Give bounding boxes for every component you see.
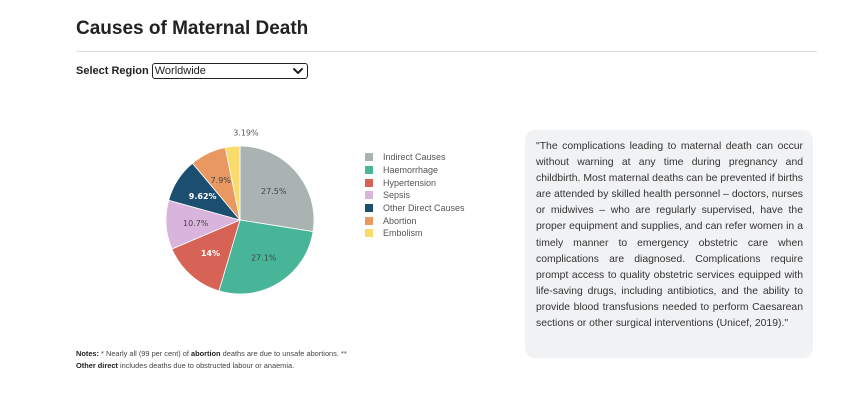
quote-text: "The complications leading to maternal d… — [536, 141, 803, 330]
legend-label: Sepsis — [383, 190, 411, 201]
legend-item-other-direct-causes[interactable]: Other Direct Causes — [365, 202, 465, 215]
legend-item-hypertension[interactable]: Hypertension — [365, 176, 465, 189]
region-select[interactable]: Worldwide — [151, 63, 308, 79]
page-title: Causes of Maternal Death — [76, 18, 309, 39]
region-selector: Select Region Worldwide — [76, 63, 308, 79]
notes-term-abortion: abortion — [191, 349, 221, 358]
notes-label: Notes: — [76, 349, 99, 358]
legend-swatch — [365, 153, 373, 162]
quote-box: "The complications leading to maternal d… — [525, 130, 813, 358]
pie-slice-hypertension[interactable] — [171, 219, 241, 292]
legend-label: Other Direct Causes — [383, 203, 465, 214]
legend-swatch — [365, 204, 373, 213]
legend-item-indirect-causes[interactable]: Indirect Causes — [365, 151, 465, 164]
notes-part2: deaths are due to unsafe abortions. ** — [220, 349, 347, 358]
legend-label: Abortion — [383, 215, 417, 226]
legend-item-sepsis[interactable]: Sepsis — [365, 189, 465, 202]
legend-item-abortion[interactable]: Abortion — [365, 214, 465, 227]
legend-swatch — [365, 191, 373, 200]
legend-label: Embolism — [383, 228, 423, 239]
legend-item-embolism[interactable]: Embolism — [365, 227, 465, 240]
pie-slice-embolism[interactable] — [224, 145, 241, 221]
notes: Notes: * Nearly all (99 per cent) of abo… — [76, 348, 396, 371]
pie-label-hypertension: 14% — [201, 249, 220, 258]
pie-label-embolism: 3.19% — [233, 128, 259, 137]
legend-label: Indirect Causes — [383, 152, 446, 163]
chart-legend: Indirect Causes Haemorrhage Hypertension Se… — [365, 151, 465, 240]
region-label: Select Region — [76, 65, 149, 77]
legend-swatch — [365, 166, 373, 175]
chevron-down-icon — [292, 68, 303, 74]
notes-part1: * Nearly all (99 per cent) of — [99, 349, 192, 358]
legend-item-haemorrhage[interactable]: Haemorrhage — [365, 164, 465, 177]
notes-part3: includes deaths due to obstructed labour… — [117, 360, 295, 370]
title-divider — [76, 51, 817, 52]
legend-label: Hypertension — [383, 177, 437, 188]
legend-swatch — [365, 216, 373, 225]
pie-label-abortion: 7.9% — [211, 176, 232, 185]
pie-label-other-direct-causes: 9.62% — [189, 192, 217, 201]
pie-chart: 27.5% 27.1% 14% 10.7% 9.62% 7.9% 3.19% — [165, 128, 315, 295]
pie-label-sepsis: 10.7% — [183, 219, 209, 228]
legend-swatch — [365, 178, 373, 187]
legend-swatch — [365, 229, 373, 238]
legend-label: Haemorrhage — [383, 165, 439, 176]
notes-term-other-direct: Other direct — [76, 360, 118, 370]
pie-slice-indirect-causes[interactable] — [239, 145, 315, 233]
pie-label-haemorrhage: 27.1% — [251, 254, 277, 263]
region-select-value: Worldwide — [154, 65, 206, 77]
pie-slice-haemorrhage[interactable] — [218, 219, 314, 295]
pie-label-indirect-causes: 27.5% — [261, 187, 287, 196]
